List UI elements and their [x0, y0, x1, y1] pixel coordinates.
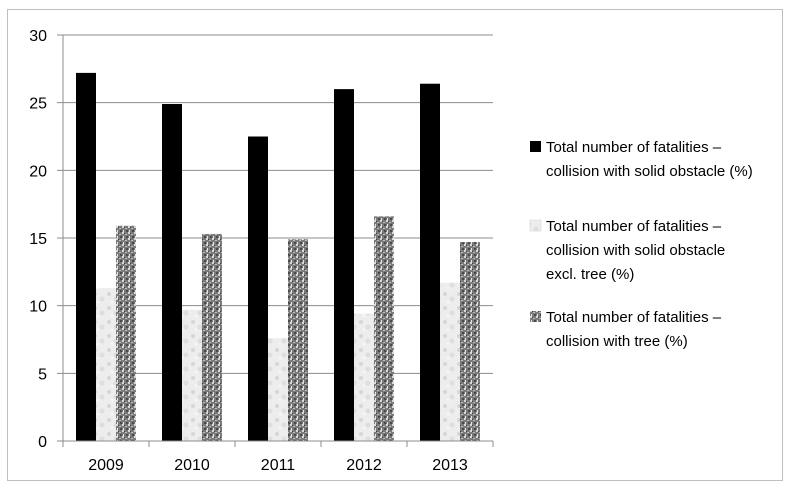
- y-tick-label: 25: [29, 96, 47, 113]
- y-tick-label: 5: [38, 366, 47, 383]
- x-tick-label: 2012: [346, 457, 382, 474]
- bar-series-3: [116, 225, 136, 441]
- bar-series-2: [96, 288, 116, 441]
- bar-series-1: [420, 83, 440, 441]
- legend-label: Total number of fatalities –: [546, 218, 722, 235]
- x-tick-label: 2010: [174, 457, 210, 474]
- bar-series-3: [374, 216, 394, 441]
- bar-series-3: [202, 233, 222, 441]
- bar-series-1: [334, 89, 354, 441]
- bar-series-1: [248, 136, 268, 441]
- legend-swatch: [530, 311, 541, 322]
- bar-series-3: [460, 242, 480, 441]
- bar-series-3: [288, 239, 308, 441]
- y-tick-label: 30: [29, 28, 47, 45]
- bar-series-2: [354, 313, 374, 441]
- bar-series-1: [162, 104, 182, 442]
- bar-series-2: [268, 338, 288, 441]
- legend-label: Total number of fatalities –: [546, 309, 722, 326]
- bar-series-1: [76, 72, 96, 441]
- legend-label: collision with solid obstacle (%): [546, 163, 753, 180]
- y-tick-label: 15: [29, 231, 47, 248]
- legend-label: Total number of fatalities –: [546, 139, 722, 156]
- x-tick-label: 2013: [432, 457, 468, 474]
- legend-swatch: [530, 141, 541, 152]
- legend-swatch: [529, 219, 542, 232]
- y-tick-label: 10: [29, 299, 47, 316]
- legend-label: excl. tree (%): [546, 266, 634, 283]
- chart-frame: 0 5 10 15 20 25 30 2009 2010 2011 2012 2013 Total n…: [7, 9, 783, 481]
- y-tick-label: 20: [29, 163, 47, 180]
- y-tick-label: 0: [38, 434, 47, 451]
- legend-label: collision with tree (%): [546, 333, 688, 350]
- bar-series-2: [182, 309, 202, 441]
- bar-series-2: [440, 282, 460, 441]
- bar-chart: 0 5 10 15 20 25 30 2009 2010 2011 2012 2013 Total n…: [29, 28, 753, 474]
- x-tick-label: 2009: [88, 457, 124, 474]
- legend-label: collision with solid obstacle: [546, 242, 725, 259]
- x-tick-label: 2011: [261, 457, 296, 474]
